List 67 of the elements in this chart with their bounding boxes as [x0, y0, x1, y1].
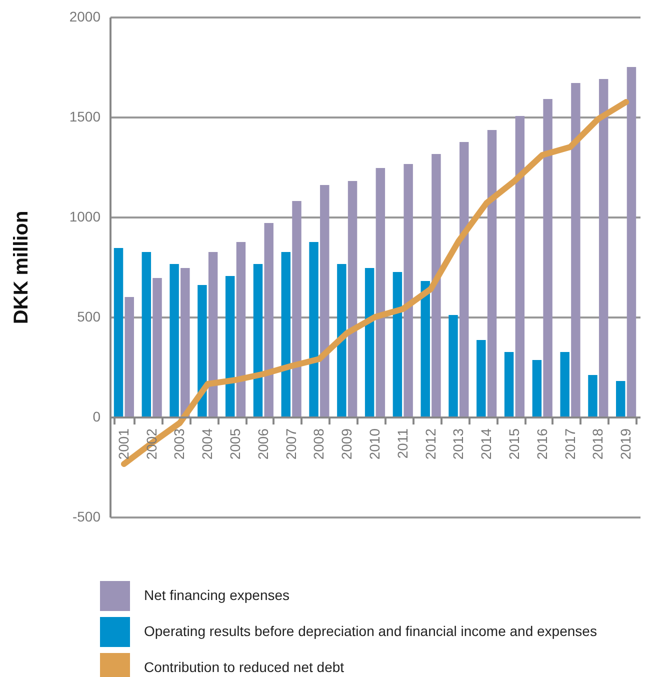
bar [560, 352, 570, 417]
bar [208, 252, 218, 417]
x-tick-label: 2008 [310, 428, 327, 460]
bar [404, 164, 413, 417]
x-tick-label: 2009 [338, 428, 355, 460]
bar [392, 272, 402, 417]
x-tick-label: 2010 [366, 428, 382, 460]
bar [264, 223, 274, 417]
x-tick-label: 2001 [115, 428, 132, 460]
x-tick-label: 2017 [562, 428, 578, 460]
x-tick-label: 2013 [450, 428, 466, 460]
y-tick-label: -500 [72, 508, 101, 524]
legend-label: Net financing expenses [144, 587, 290, 603]
bar [532, 360, 542, 417]
bar [616, 381, 626, 417]
bar [504, 352, 514, 417]
bar [432, 154, 441, 417]
y-tick-label: 1000 [69, 208, 101, 224]
x-tick-label: 2015 [506, 428, 522, 460]
bar [420, 281, 430, 417]
x-tick-label: 2019 [618, 428, 634, 460]
bar [476, 340, 486, 417]
legend-label: Contribution to reduced net debt [144, 659, 344, 675]
bar [309, 242, 318, 417]
bar [292, 201, 302, 417]
y-tick-label: 2000 [69, 8, 101, 24]
x-tick-label: 2006 [254, 428, 271, 460]
bar [320, 185, 330, 417]
bar [448, 315, 458, 417]
y-axis-title: DKK million [10, 210, 32, 324]
bar [626, 67, 636, 417]
bar [348, 181, 358, 417]
y-tick-label: 500 [77, 308, 101, 324]
x-tick-label: 2011 [394, 428, 410, 459]
bar [515, 116, 525, 417]
x-tick-label: 2012 [422, 428, 438, 460]
bar [337, 264, 346, 417]
x-tick-label: 2014 [478, 428, 494, 460]
bar [281, 252, 290, 417]
x-tick-label: 2007 [282, 428, 299, 460]
bar [236, 242, 246, 417]
x-tick-label: 2018 [590, 428, 606, 460]
y-tick-label: 0 [92, 408, 101, 424]
bar [253, 264, 263, 417]
bar [588, 375, 598, 417]
bar [114, 248, 124, 417]
y-tick-label: 1500 [69, 108, 101, 124]
x-tick-label: 2003 [171, 428, 188, 460]
bar [170, 264, 179, 417]
bar [571, 83, 580, 417]
bar [142, 252, 152, 417]
x-tick-label: 2004 [199, 428, 216, 460]
bar [598, 79, 608, 417]
bar [543, 99, 552, 417]
legend-label: Operating results before depreciation and financial income and expenses [144, 623, 597, 639]
x-tick-label: 2002 [143, 428, 160, 460]
bar [198, 285, 207, 417]
x-tick-label: 2016 [534, 428, 550, 460]
bar [124, 297, 134, 417]
bar [364, 268, 374, 417]
bar [487, 130, 497, 417]
bar [152, 278, 162, 417]
bar [460, 142, 469, 417]
x-tick-label: 2005 [227, 428, 244, 460]
bar [376, 168, 386, 417]
bar [180, 268, 190, 417]
bar [225, 276, 235, 417]
